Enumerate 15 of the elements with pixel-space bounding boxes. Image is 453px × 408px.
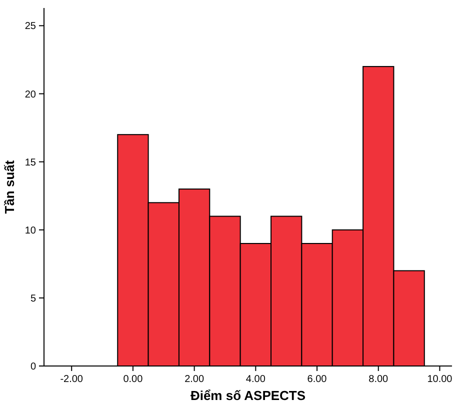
x-tick-label: 0.00: [123, 374, 144, 385]
x-tick-label: 6.00: [307, 374, 328, 385]
x-tick-label: 10.00: [427, 374, 453, 385]
x-axis-title: Điểm số ASPECTS: [190, 388, 306, 403]
y-tick-label: 0: [30, 362, 36, 372]
y-tick-label: 5: [30, 293, 36, 304]
y-tick-label: 20: [24, 89, 36, 100]
x-tick-label: -2.00: [60, 374, 84, 385]
y-axis-title: Tần suất: [2, 160, 17, 214]
y-tick-label: 25: [24, 21, 36, 32]
y-tick-label: 10: [24, 225, 36, 236]
x-tick-label: 4.00: [246, 374, 266, 385]
x-tick-label: 8.00: [368, 374, 389, 385]
x-tick-label: 2.00: [184, 374, 204, 385]
y-tick-label: 15: [24, 157, 36, 168]
